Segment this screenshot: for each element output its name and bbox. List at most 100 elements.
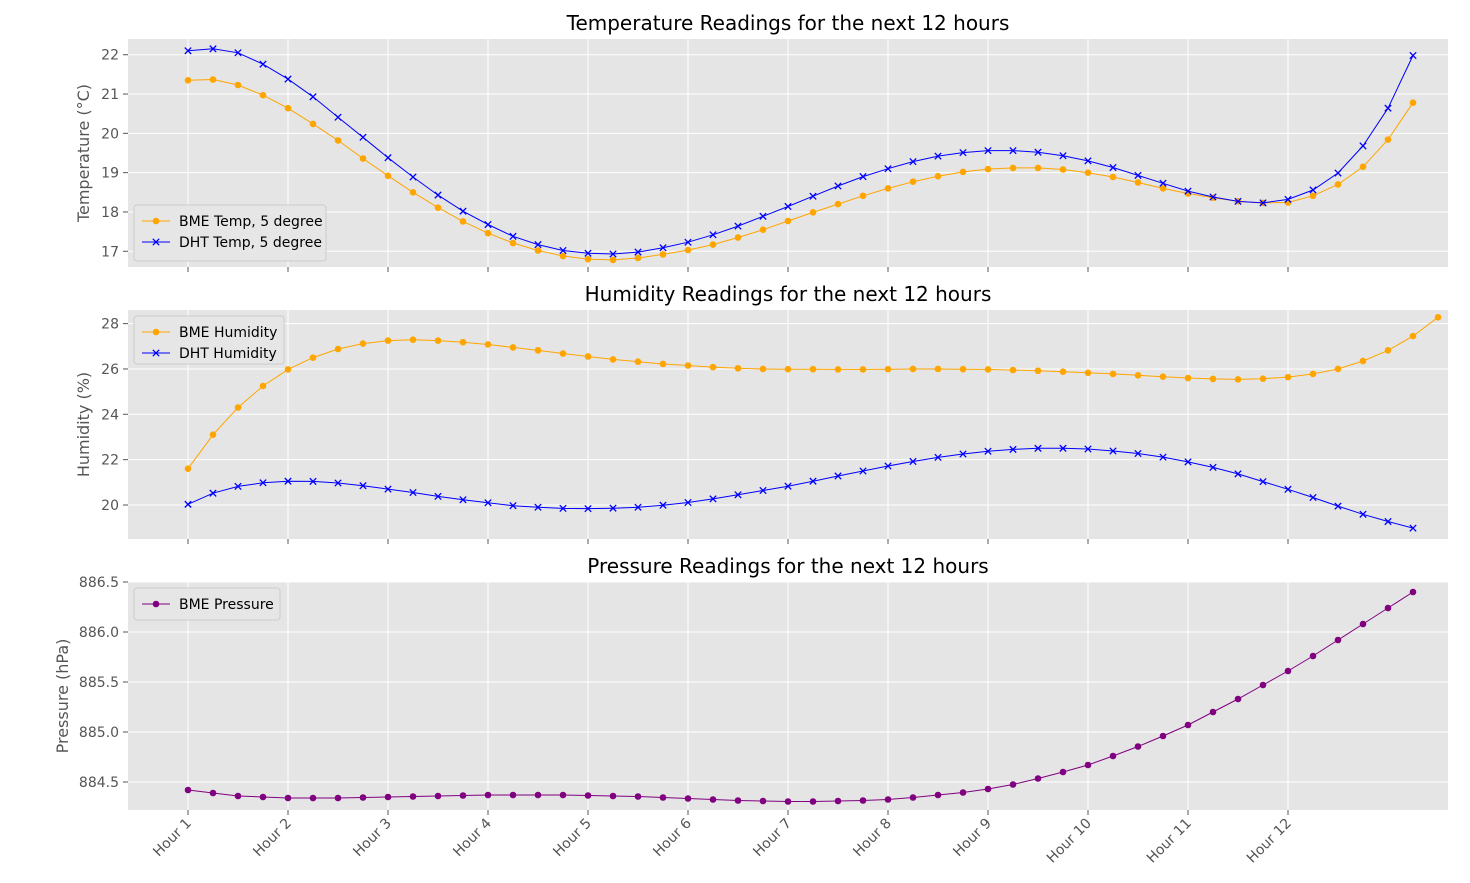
- data-point: [534, 240, 542, 249]
- y-tick-label: 18: [101, 205, 119, 221]
- data-point: [1384, 136, 1392, 143]
- data-point: [734, 491, 742, 499]
- data-point: [1009, 445, 1017, 454]
- data-point: [234, 792, 242, 800]
- data-point: [1334, 636, 1342, 644]
- x-tick-label: Hour 9: [950, 816, 995, 861]
- data-point: [659, 244, 667, 252]
- data-point: [884, 365, 892, 373]
- data-point: [284, 104, 292, 112]
- data-point: [1259, 681, 1267, 689]
- data-point: [234, 49, 242, 57]
- chart-panel-2: 20 22 24 26 28 Humidity Readings for the next…: [74, 282, 1448, 544]
- legend-label: DHT Temp, 5 degree: [179, 235, 322, 251]
- legend-label: BME Temp, 5 degree: [179, 214, 323, 230]
- x-tick-label: Hour 3: [350, 816, 395, 861]
- data-point: [1109, 173, 1117, 181]
- data-point: [1334, 169, 1342, 177]
- data-point: [934, 152, 942, 160]
- data-point: [1184, 374, 1192, 382]
- data-point: [484, 341, 492, 348]
- data-point: [1359, 510, 1367, 518]
- legend-swatch-marker: [152, 238, 160, 246]
- data-point: [984, 146, 992, 155]
- data-point: [859, 797, 867, 804]
- data-point: [1084, 761, 1092, 769]
- data-point: [984, 447, 992, 455]
- data-point: [359, 482, 367, 490]
- data-point: [434, 191, 442, 199]
- series-bme-temp-5-degree: [184, 76, 1417, 264]
- data-point: [584, 792, 592, 799]
- data-point: [884, 462, 892, 470]
- data-point: [334, 794, 342, 802]
- data-point: [1084, 445, 1092, 453]
- data-point: [1284, 195, 1292, 204]
- data-point: [359, 155, 367, 162]
- data-point: [509, 232, 517, 240]
- y-tick-label: 22: [101, 48, 119, 64]
- data-point: [1034, 444, 1042, 452]
- x-tick-label: Hour 7: [750, 816, 795, 861]
- data-point: [834, 366, 842, 373]
- data-point: [1384, 104, 1392, 112]
- data-point: [384, 172, 392, 180]
- x-tick-label: Hour 8: [850, 816, 895, 861]
- data-point: [534, 791, 542, 799]
- y-axis-label: Humidity (%): [74, 372, 93, 477]
- data-point: [659, 251, 667, 258]
- data-point: [1184, 187, 1192, 195]
- data-point: [809, 192, 817, 200]
- data-point: [609, 356, 617, 363]
- data-point: [1234, 695, 1242, 703]
- data-point: [584, 353, 592, 360]
- data-point: [834, 797, 842, 805]
- data-point: [1084, 157, 1092, 165]
- data-point: [1059, 152, 1067, 160]
- data-point: [1159, 179, 1167, 187]
- data-point: [1359, 163, 1367, 171]
- data-point: [434, 337, 442, 344]
- data-point: [409, 488, 417, 497]
- data-point: [1334, 502, 1342, 510]
- data-point: [634, 793, 642, 800]
- data-point: [859, 366, 867, 373]
- series-line: [187, 48, 1414, 255]
- data-point: [684, 246, 692, 254]
- data-point: [909, 794, 917, 801]
- data-point: [1059, 768, 1067, 776]
- y-tick-label: 885.5: [79, 675, 119, 691]
- data-point: [1309, 370, 1317, 378]
- data-point: [759, 365, 767, 373]
- data-point: [309, 477, 317, 486]
- data-point: [1059, 444, 1067, 452]
- data-point: [484, 229, 492, 237]
- data-point: [834, 200, 842, 208]
- data-point: [584, 249, 592, 257]
- data-point: [909, 457, 917, 466]
- data-point: [634, 503, 642, 511]
- data-point: [609, 504, 617, 512]
- legend-box: [133, 315, 285, 365]
- data-point: [809, 209, 817, 216]
- x-tick-label: Hour 6: [650, 815, 695, 860]
- data-point: [959, 789, 967, 796]
- data-point: [384, 154, 392, 162]
- data-point: [584, 255, 592, 263]
- data-point: [1359, 142, 1367, 150]
- y-tick-label: 20: [101, 126, 119, 142]
- series-line: [187, 591, 1414, 802]
- data-point: [484, 499, 492, 507]
- data-point: [984, 785, 992, 793]
- data-point: [809, 798, 817, 805]
- data-point: [659, 360, 667, 368]
- data-point: [1259, 375, 1267, 383]
- data-point: [1284, 485, 1292, 494]
- y-tick-label: 886.0: [79, 625, 119, 641]
- data-point: [984, 366, 992, 373]
- data-point: [259, 382, 267, 390]
- chart-title: Humidity Readings for the next 12 hours: [585, 282, 992, 306]
- data-point: [1034, 367, 1042, 375]
- data-point: [759, 212, 767, 220]
